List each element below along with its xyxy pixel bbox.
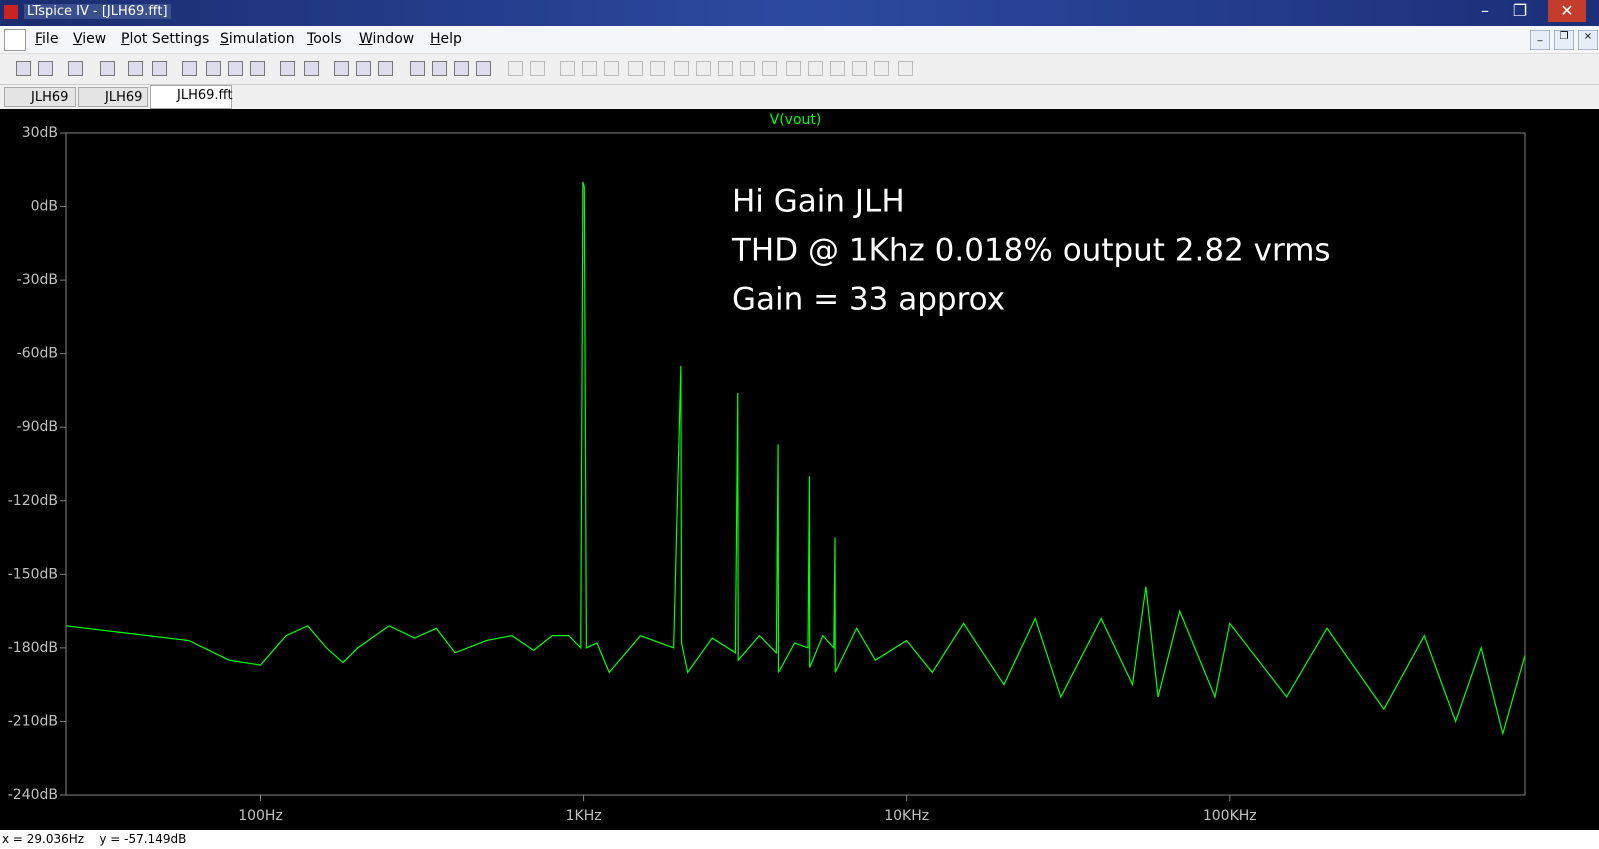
toolbar-button[interactable]: [16, 61, 31, 76]
spectrum-line: [65, 181, 1526, 737]
menu-item[interactable]: Simulation: [220, 31, 295, 47]
menu-item[interactable]: Window: [359, 31, 415, 47]
y-tick-label: 30dB: [22, 125, 58, 141]
annotation: THD @ 1Khz 0.018% output 2.82 vrms: [731, 233, 1331, 269]
toolbar-button[interactable]: [280, 61, 295, 76]
annotation: Gain = 33 approx: [732, 282, 1005, 318]
toolbar-button[interactable]: [182, 61, 197, 76]
y-tick-label: -210dB: [8, 713, 58, 729]
toolbar-button[interactable]: [68, 61, 83, 76]
toolbar-button[interactable]: [740, 61, 755, 76]
toolbar-button[interactable]: [830, 61, 845, 76]
toolbar-button[interactable]: [356, 61, 371, 76]
window-title: LTspice IV - [JLH69.fft]: [24, 4, 171, 19]
toolbar-button[interactable]: [530, 61, 545, 76]
y-tick-label: -180dB: [8, 640, 58, 656]
mdi-minimize[interactable]: _: [1530, 30, 1550, 50]
toolbar-button[interactable]: [38, 61, 53, 76]
plot-pane: 30dB 0dB -30dB -60dB -90dB -120dB -150dB -180dB…: [0, 109, 1599, 830]
toolbar-button[interactable]: [410, 61, 425, 76]
status-bar: x = 29.036Hz y = -57.149dB: [0, 830, 1599, 849]
toolbar-button[interactable]: [152, 61, 167, 76]
app-logo: [4, 5, 18, 19]
toolbar-button[interactable]: [650, 61, 665, 76]
y-tick-label: -90dB: [17, 419, 58, 435]
annotation: Hi Gain JLH: [732, 184, 905, 220]
y-tick-label: -150dB: [8, 566, 58, 582]
x-tick-label: 10KHz: [884, 808, 929, 824]
menu-bar: File View Plot Settings Simulation Tools…: [0, 26, 1599, 54]
menu-item[interactable]: View: [73, 31, 107, 47]
close-button[interactable]: ✕: [1548, 0, 1586, 22]
menu-item[interactable]: File: [35, 31, 59, 47]
toolbar-button[interactable]: [898, 61, 913, 76]
toolbar-button[interactable]: [604, 61, 619, 76]
y-tick-label: -30dB: [17, 272, 58, 288]
mdi-restore[interactable]: ❐: [1554, 30, 1574, 50]
x-tick-label: 100KHz: [1203, 808, 1257, 824]
y-tick-label: -240dB: [8, 787, 58, 803]
app-icon: [4, 29, 26, 51]
toolbar: [0, 54, 1599, 85]
toolbar-button[interactable]: [674, 61, 689, 76]
toolbar-button[interactable]: [250, 61, 265, 76]
toolbar-button[interactable]: [696, 61, 711, 76]
toolbar-button[interactable]: [508, 61, 523, 76]
toolbar-button[interactable]: [560, 61, 575, 76]
legend-entry: V(vout): [770, 112, 822, 128]
y-tick-label: -120dB: [8, 493, 58, 509]
toolbar-button[interactable]: [378, 61, 393, 76]
plot-frame: [65, 132, 1526, 796]
toolbar-button[interactable]: [454, 61, 469, 76]
toolbar-button[interactable]: [206, 61, 221, 76]
toolbar-button[interactable]: [228, 61, 243, 76]
y-tick-label: 0dB: [31, 199, 58, 215]
toolbar-button[interactable]: [786, 61, 801, 76]
toolbar-button[interactable]: [628, 61, 643, 76]
toolbar-button[interactable]: [128, 61, 143, 76]
tab[interactable]: JLH69: [78, 87, 148, 107]
x-tick-label: 100Hz: [238, 808, 283, 824]
toolbar-button[interactable]: [808, 61, 823, 76]
menu-item[interactable]: Help: [430, 31, 462, 47]
toolbar-button[interactable]: [334, 61, 349, 76]
menu-item[interactable]: Plot Settings: [121, 31, 210, 47]
toolbar-button[interactable]: [718, 61, 733, 76]
toolbar-button[interactable]: [100, 61, 115, 76]
toolbar-button[interactable]: [582, 61, 597, 76]
plot-background: [0, 109, 1599, 830]
tab[interactable]: JLH69: [4, 87, 76, 107]
toolbar-button[interactable]: [874, 61, 889, 76]
title-bar: LTspice IV - [JLH69.fft] – ❐ ✕: [0, 0, 1599, 26]
mdi-close[interactable]: ×: [1578, 30, 1598, 50]
x-tick-label: 1KHz: [566, 808, 602, 824]
tab-bar: JLH69 JLH69 JLH69.fft: [0, 85, 1599, 109]
tab[interactable]: JLH69.fft: [150, 85, 233, 109]
toolbar-button[interactable]: [304, 61, 319, 76]
minimize-button[interactable]: –: [1481, 1, 1489, 20]
menu-item[interactable]: Tools: [307, 31, 342, 47]
toolbar-button[interactable]: [762, 61, 777, 76]
y-tick-label: -60dB: [17, 346, 58, 362]
maximize-button[interactable]: ❐: [1512, 1, 1528, 20]
toolbar-button[interactable]: [432, 61, 447, 76]
toolbar-button[interactable]: [852, 61, 867, 76]
toolbar-button[interactable]: [476, 61, 491, 76]
